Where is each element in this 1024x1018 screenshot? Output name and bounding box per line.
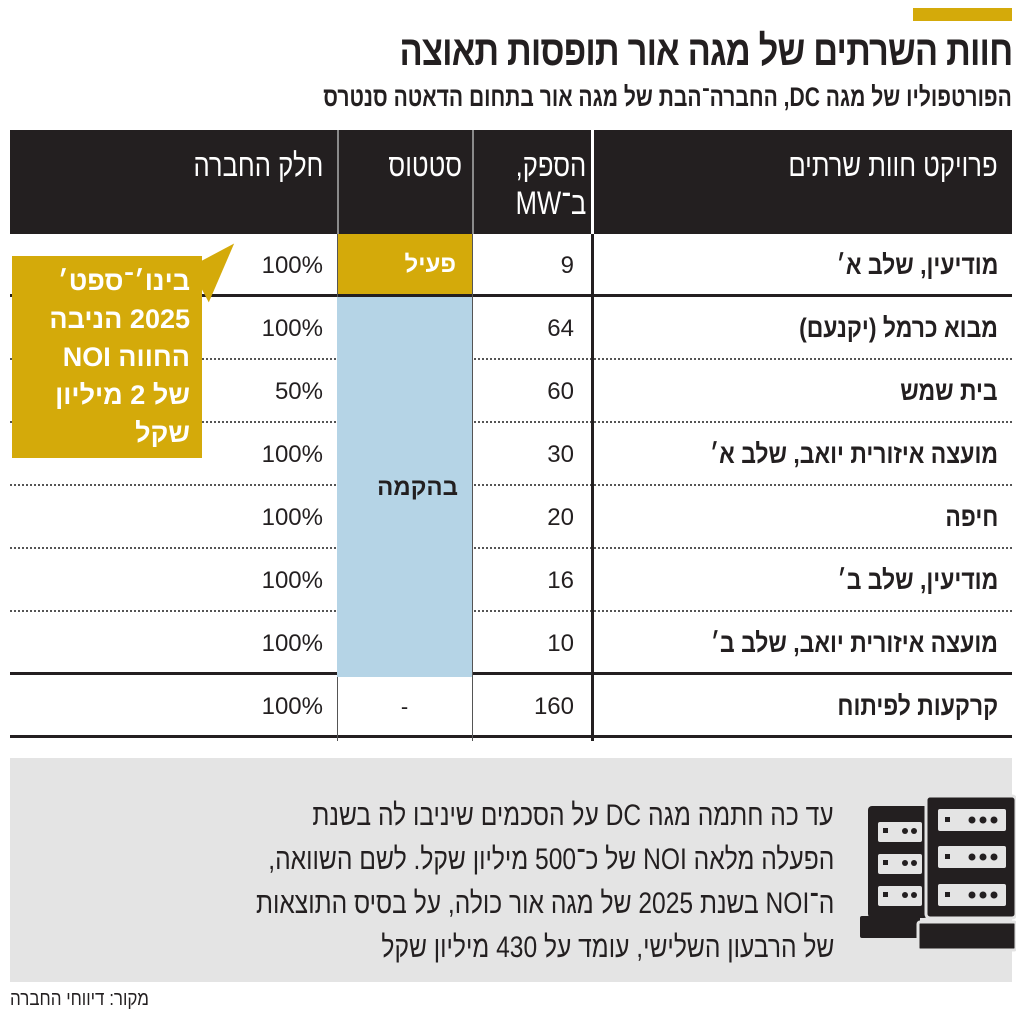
header-divider [591, 130, 594, 234]
project-name: מודיעין, שלב א׳ [836, 250, 998, 280]
column-header-share: חלק החברה [193, 147, 323, 183]
project-name: מועצה איזורית יואב, שלב ב׳ [710, 628, 998, 658]
column-header-project: פרויקט חוות שרתים [788, 147, 998, 183]
table-row: בית שמש 60 50% [10, 360, 1012, 423]
project-name: מודיעין, שלב ב׳ [837, 565, 998, 595]
status-block-building: בהקמה [337, 297, 472, 677]
capacity-value: 160 [533, 693, 574, 720]
source-note: מקור: דיווחי החברה [10, 988, 149, 1010]
callout-line: של 2 מיליון [55, 380, 190, 410]
status-value: - [400, 694, 409, 719]
project-name: מועצה איזורית יואב, שלב א׳ [709, 439, 998, 469]
info-box: עד כה חתמה מגה DC על הסכמים שיניבו לה בש… [10, 758, 1016, 982]
share-value: 100% [261, 567, 323, 594]
capacity-value: 10 [547, 630, 574, 657]
page-title: חוות השרתים של מגה אור תופסות תאוצה [399, 27, 1013, 74]
header-divider [472, 130, 474, 234]
table-row-total: קרקעות לפיתוח 160 - 100% [10, 675, 1012, 738]
column-header-capacity: הספק, ב־MW [515, 147, 586, 221]
capacity-value: 60 [547, 378, 574, 405]
table-row: מועצה איזורית יואב, שלב א׳ 30 100% [10, 423, 1012, 486]
callout-line: החווה NOI [62, 342, 190, 372]
share-value: 100% [261, 441, 323, 468]
table-row: חיפה 20 100% [10, 486, 1012, 549]
table-row: מבוא כרמל (יקנעם) 64 100% [10, 297, 1012, 360]
table-row: מועצה איזורית יואב, שלב ב׳ 10 100% [10, 612, 1012, 675]
share-value: 50% [274, 378, 323, 405]
share-value: 100% [261, 252, 323, 279]
capacity-value: 30 [547, 441, 574, 468]
capacity-value: 9 [560, 252, 574, 279]
page-subtitle: הפורטפוליו של מגה DC, החברה־הבת של מגה א… [323, 82, 1012, 112]
data-centers-table: פרויקט חוות שרתים הספק, ב־MW סטטוס חלק הח… [10, 130, 1012, 741]
table-header: פרויקט חוות שרתים הספק, ב־MW סטטוס חלק הח… [10, 130, 1012, 234]
column-divider [591, 234, 594, 741]
callout-line: שקל [135, 418, 190, 448]
server-rack-icon [860, 794, 1016, 952]
callout-line: 2025 הניבה [49, 304, 190, 334]
noi-callout: בינו׳־ספט׳ 2025 הניבה החווה NOI של 2 מיל… [12, 256, 202, 458]
capacity-value: 64 [547, 315, 574, 342]
project-name: קרקעות לפיתוח [837, 691, 998, 721]
table-row: מודיעין, שלב א׳ 9 100% [10, 234, 1012, 297]
accent-bar [913, 8, 1012, 21]
table-row: מודיעין, שלב ב׳ 16 100% [10, 549, 1012, 612]
share-value: 100% [261, 693, 323, 720]
project-name: בית שמש [900, 376, 998, 406]
header-divider [337, 130, 339, 234]
project-name: חיפה [944, 502, 998, 532]
info-text: עד כה חתמה מגה DC על הסכמים שיניבו לה בש… [255, 799, 834, 964]
share-value: 100% [261, 315, 323, 342]
column-divider [472, 234, 473, 741]
share-value: 100% [261, 504, 323, 531]
project-name: מבוא כרמל (יקנעם) [799, 313, 998, 343]
callout-line: בינו׳־ספט׳ [57, 266, 190, 296]
status-badge-active: פעיל [337, 234, 472, 296]
capacity-value: 20 [547, 504, 574, 531]
column-header-status: סטטוס [388, 147, 462, 183]
table-body: פעיל בהקמה מודיעין, שלב א׳ 9 100% מבוא כ… [10, 234, 1012, 741]
share-value: 100% [261, 630, 323, 657]
capacity-value: 16 [547, 567, 574, 594]
